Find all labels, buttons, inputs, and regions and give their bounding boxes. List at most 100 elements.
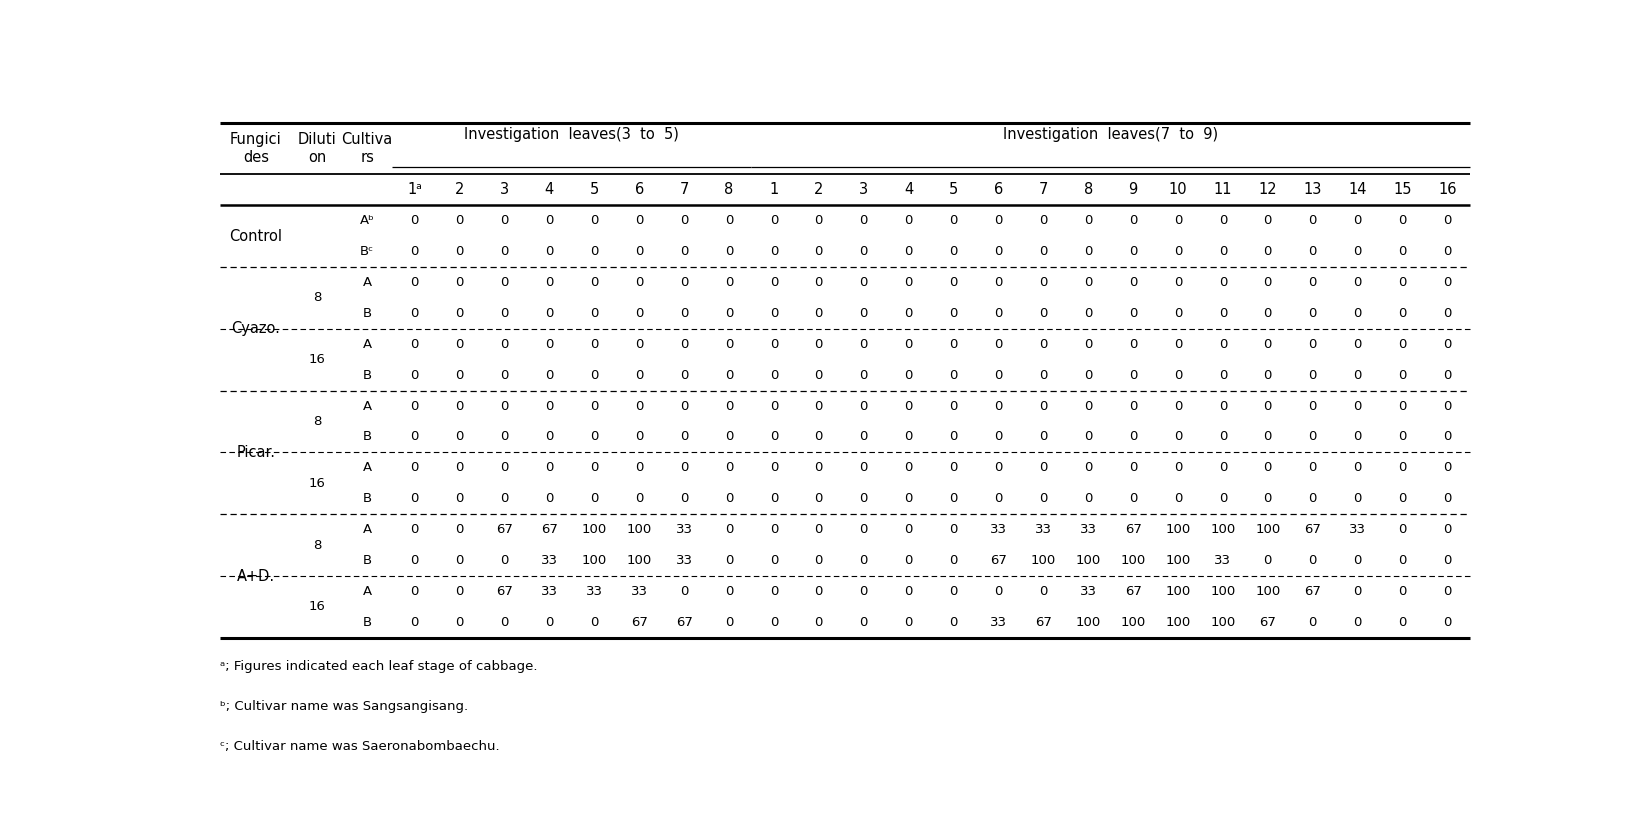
Text: Investigation  leaves(3  to  5): Investigation leaves(3 to 5)	[465, 127, 679, 142]
Text: 0: 0	[905, 369, 913, 382]
Text: 67: 67	[1124, 523, 1142, 536]
Text: 0: 0	[1039, 338, 1047, 351]
Text: 0: 0	[501, 214, 509, 227]
Text: Aᵇ: Aᵇ	[360, 214, 375, 227]
Text: 0: 0	[1399, 554, 1407, 567]
Text: 0: 0	[905, 616, 913, 629]
Text: 100: 100	[1211, 585, 1235, 598]
Text: 0: 0	[1039, 585, 1047, 598]
Text: 0: 0	[1219, 245, 1227, 258]
Text: 0: 0	[681, 307, 689, 320]
Text: A: A	[363, 338, 371, 351]
Text: 0: 0	[545, 431, 553, 443]
Text: 0: 0	[1443, 523, 1451, 536]
Text: 0: 0	[1039, 214, 1047, 227]
Text: 0: 0	[681, 245, 689, 258]
Text: 0: 0	[1443, 214, 1451, 227]
Text: 0: 0	[455, 431, 463, 443]
Text: B: B	[363, 616, 371, 629]
Text: 0: 0	[1309, 492, 1317, 505]
Text: 0: 0	[1219, 492, 1227, 505]
Text: ᶜ; Cultivar name was Saeronabombaechu.: ᶜ; Cultivar name was Saeronabombaechu.	[219, 740, 499, 753]
Text: 100: 100	[1211, 523, 1235, 536]
Text: 0: 0	[1399, 431, 1407, 443]
Text: 33: 33	[990, 523, 1006, 536]
Text: 0: 0	[545, 276, 553, 289]
Text: 67: 67	[1124, 585, 1142, 598]
Text: 0: 0	[905, 245, 913, 258]
Text: 0: 0	[1173, 338, 1183, 351]
Text: ᵃ; Figures indicated each leaf stage of cabbage.: ᵃ; Figures indicated each leaf stage of …	[219, 660, 537, 673]
Text: Fungici
des: Fungici des	[231, 132, 281, 165]
Text: 0: 0	[859, 369, 867, 382]
Text: 0: 0	[1039, 245, 1047, 258]
Text: 0: 0	[1219, 338, 1227, 351]
Text: 0: 0	[635, 431, 643, 443]
Text: 0: 0	[455, 492, 463, 505]
Text: 0: 0	[635, 214, 643, 227]
Text: 0: 0	[815, 492, 823, 505]
Text: 0: 0	[815, 616, 823, 629]
Text: 0: 0	[1443, 369, 1451, 382]
Text: 0: 0	[905, 523, 913, 536]
Text: 1: 1	[769, 182, 779, 197]
Text: 0: 0	[1263, 307, 1273, 320]
Text: 8: 8	[725, 182, 733, 197]
Text: 0: 0	[1353, 461, 1361, 474]
Text: B: B	[363, 307, 371, 320]
Text: 0: 0	[995, 214, 1003, 227]
Text: B: B	[363, 369, 371, 382]
Text: 0: 0	[591, 616, 599, 629]
Text: 33: 33	[1080, 585, 1096, 598]
Text: 0: 0	[949, 369, 957, 382]
Text: 0: 0	[725, 554, 733, 567]
Text: 0: 0	[1263, 214, 1273, 227]
Text: 0: 0	[455, 554, 463, 567]
Text: 0: 0	[1353, 492, 1361, 505]
Text: A: A	[363, 400, 371, 413]
Text: 0: 0	[591, 400, 599, 413]
Text: 33: 33	[586, 585, 602, 598]
Text: 0: 0	[455, 523, 463, 536]
Text: 0: 0	[859, 461, 867, 474]
Text: 33: 33	[676, 554, 692, 567]
Text: 0: 0	[1129, 214, 1137, 227]
Text: 0: 0	[1039, 431, 1047, 443]
Text: 0: 0	[501, 492, 509, 505]
Text: 67: 67	[1304, 585, 1322, 598]
Text: 0: 0	[1173, 245, 1183, 258]
Text: 0: 0	[545, 338, 553, 351]
Text: 16: 16	[309, 600, 326, 614]
Text: 0: 0	[1399, 523, 1407, 536]
Text: 0: 0	[411, 431, 419, 443]
Text: 0: 0	[1129, 400, 1137, 413]
Text: 67: 67	[1036, 616, 1052, 629]
Text: 0: 0	[905, 554, 913, 567]
Text: 0: 0	[1399, 214, 1407, 227]
Text: 100: 100	[1031, 554, 1055, 567]
Text: 100: 100	[1075, 554, 1101, 567]
Text: 8: 8	[1083, 182, 1093, 197]
Text: 0: 0	[995, 245, 1003, 258]
Text: 0: 0	[545, 307, 553, 320]
Text: 0: 0	[905, 276, 913, 289]
Text: 0: 0	[681, 338, 689, 351]
Text: 5: 5	[949, 182, 959, 197]
Text: 7: 7	[679, 182, 689, 197]
Text: 0: 0	[1353, 307, 1361, 320]
Text: 0: 0	[815, 214, 823, 227]
Text: 0: 0	[1443, 276, 1451, 289]
Text: 0: 0	[1353, 369, 1361, 382]
Text: 0: 0	[681, 400, 689, 413]
Text: 0: 0	[725, 616, 733, 629]
Text: 0: 0	[411, 369, 419, 382]
Text: 0: 0	[949, 523, 957, 536]
Text: 0: 0	[1353, 616, 1361, 629]
Text: 0: 0	[1173, 431, 1183, 443]
Text: 2: 2	[815, 182, 823, 197]
Text: 0: 0	[455, 461, 463, 474]
Text: 0: 0	[859, 214, 867, 227]
Text: 0: 0	[591, 461, 599, 474]
Text: 33: 33	[990, 616, 1006, 629]
Text: 8: 8	[312, 538, 321, 552]
